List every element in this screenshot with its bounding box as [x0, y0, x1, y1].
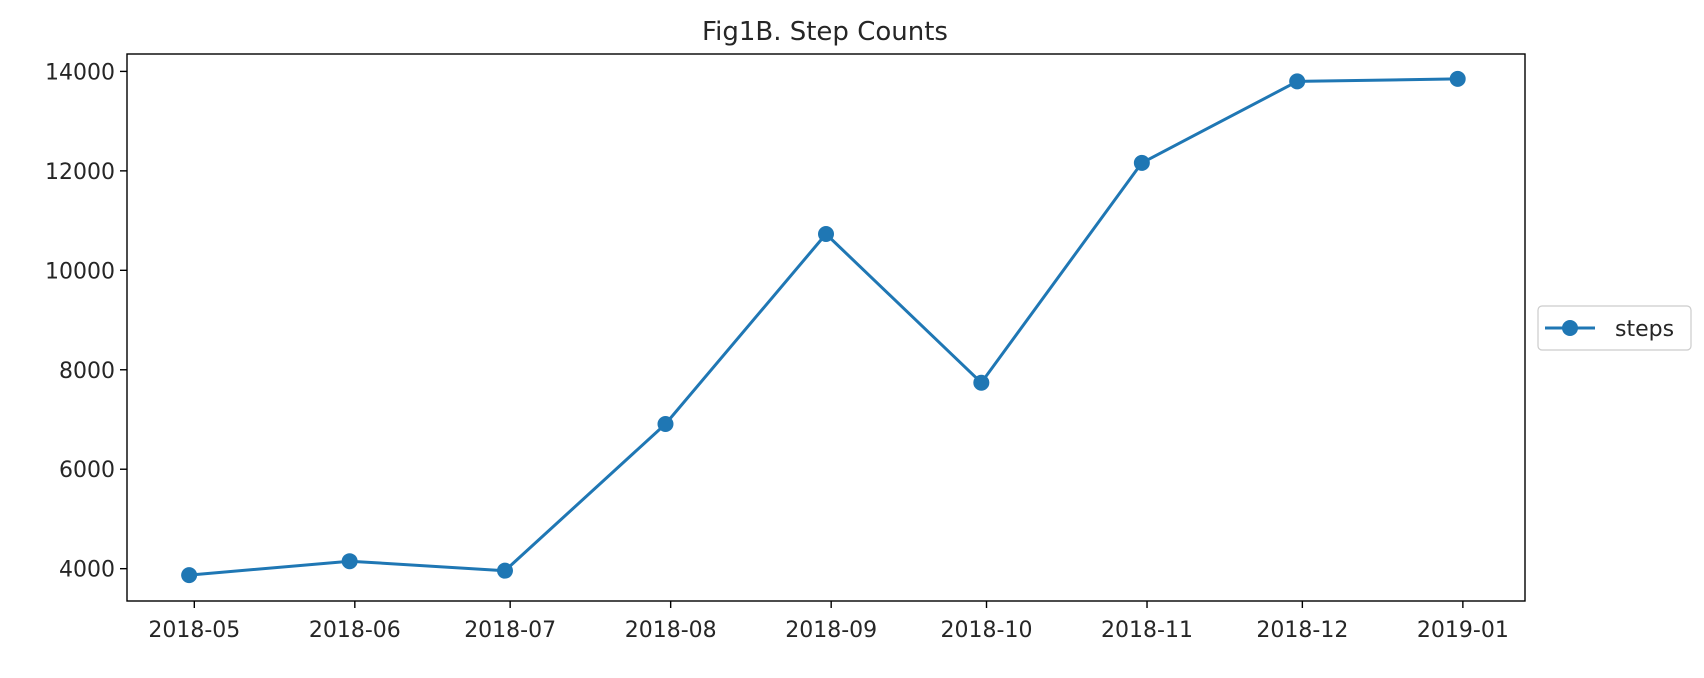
x-tick-label: 2018-12 [1256, 618, 1348, 643]
data-point [1289, 73, 1306, 90]
legend-marker [1562, 320, 1578, 336]
data-point [181, 567, 198, 584]
y-tick-label: 12000 [45, 160, 115, 185]
y-tick-label: 6000 [59, 458, 115, 483]
data-point [973, 374, 990, 391]
plot-frame [126, 53, 1526, 602]
data-point [1133, 154, 1150, 171]
data-point [1449, 70, 1466, 87]
plot-area [181, 70, 1466, 584]
x-axis: 2018-05 2018-06 2018-07 2018-08 2018-09 2018-… [148, 601, 1509, 643]
x-tick-label: 2018-09 [785, 618, 877, 643]
y-tick-label: 4000 [59, 558, 115, 583]
x-tick-label: 2019-01 [1417, 618, 1509, 643]
x-tick-label: 2018-10 [941, 618, 1033, 643]
x-tick-label: 2018-08 [625, 618, 717, 643]
x-tick-label: 2018-05 [148, 618, 240, 643]
y-axis: 4000 6000 8000 10000 12000 14000 [45, 60, 127, 583]
legend-box [1537, 305, 1692, 351]
x-tick-label: 2018-11 [1101, 618, 1193, 643]
data-point [496, 562, 513, 579]
data-point [818, 226, 834, 243]
data-point [657, 415, 674, 432]
legend-label: steps [1615, 317, 1674, 342]
x-tick-label: 2018-07 [464, 618, 556, 643]
data-point [341, 553, 358, 570]
y-tick-label: 8000 [59, 359, 115, 384]
legend: steps [1537, 305, 1692, 351]
series-line-steps [188, 77, 1458, 577]
chart-title: Fig1B. Step Counts [702, 17, 948, 47]
x-tick-label: 2018-06 [309, 618, 401, 643]
y-tick-label: 10000 [45, 259, 115, 284]
y-tick-label: 14000 [45, 60, 115, 85]
